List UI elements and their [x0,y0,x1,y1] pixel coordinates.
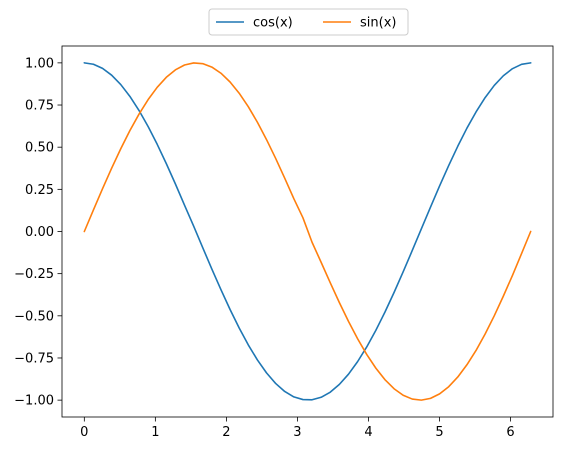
y-tick-label: 1.00 [25,56,54,71]
y-tick-label: −0.50 [14,309,54,324]
legend-label-0: cos(x) [253,16,293,31]
y-tick-label: −0.75 [14,351,54,366]
y-tick-label: 0.00 [25,225,54,240]
x-tick-label: 0 [80,425,88,440]
legend-label-1: sin(x) [360,16,396,31]
x-tick-label: 2 [222,425,230,440]
series-line-1 [83,62,532,401]
legend-frame [208,8,409,36]
y-tick-label: 0.25 [25,183,54,198]
series-line-0 [83,62,532,401]
x-tick-label: 4 [364,425,372,440]
x-tick-label: 6 [506,425,514,440]
x-tick-label: 1 [151,425,159,440]
y-tick-label: −0.25 [14,267,54,282]
x-tick-label: 3 [293,425,301,440]
legend: cos(x) sin(x) [208,8,409,36]
plot-area: 0 1 2 3 4 5 6 −1.00 −0.75 −0.50 −0.25 0.00 0.25 0.50 0… [14,45,554,440]
y-tick-label: −1.00 [14,394,54,409]
x-tick-label: 5 [435,425,443,440]
y-tick-label: 0.75 [25,99,54,114]
y-tick-label: 0.50 [25,141,54,156]
